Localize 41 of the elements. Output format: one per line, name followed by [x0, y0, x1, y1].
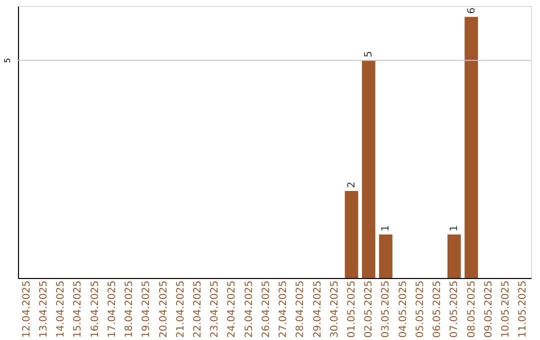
- x-tick-label: 13.04.2025: [38, 280, 50, 338]
- x-tick-label: 25.04.2025: [244, 280, 255, 338]
- bar: [344, 190, 358, 278]
- x-tick-label: 01.05.2025: [346, 280, 358, 338]
- x-tick-label: 04.05.2025: [398, 280, 409, 338]
- x-tick-label: 24.04.2025: [226, 280, 238, 338]
- data-label: 2: [346, 182, 358, 188]
- x-tick-label: 16.04.2025: [90, 280, 101, 338]
- bar: [464, 16, 478, 278]
- data-label: 6: [466, 8, 478, 14]
- x-tick-label: 30.04.2025: [329, 280, 340, 338]
- data-label: 5: [364, 51, 375, 58]
- x-tick-label: 10.05.2025: [500, 280, 512, 338]
- x-tick-label: 05.05.2025: [414, 280, 426, 338]
- ref-line-label: 5: [3, 58, 12, 63]
- x-tick-label: 26.04.2025: [260, 280, 272, 338]
- x-tick-label: 23.04.2025: [210, 280, 221, 338]
- bar: [362, 60, 376, 278]
- x-tick-label: 28.04.2025: [295, 280, 306, 338]
- x-tick-label: 18.04.2025: [124, 280, 136, 338]
- x-tick-label: 27.04.2025: [278, 280, 290, 338]
- x-tick-label: 12.04.2025: [21, 280, 32, 338]
- bar: [447, 234, 461, 278]
- x-tick-label: 22.04.2025: [192, 280, 204, 338]
- x-tick-label: 07.05.2025: [449, 280, 460, 338]
- x-tick-label: 03.05.2025: [380, 280, 392, 338]
- x-tick-label: 20.04.2025: [158, 280, 170, 338]
- x-tick-label: 29.04.2025: [312, 280, 324, 338]
- x-tick-label: 19.04.2025: [141, 280, 152, 338]
- data-label: 1: [380, 225, 392, 232]
- x-tick-label: 14.04.2025: [56, 280, 67, 338]
- x-tick-label: 15.04.2025: [72, 280, 84, 338]
- data-label: 1: [449, 225, 460, 232]
- bar: [379, 234, 392, 278]
- x-tick-label: 08.05.2025: [466, 280, 478, 338]
- x-tick-label: 17.04.2025: [106, 280, 118, 338]
- x-tick-label: 02.05.2025: [364, 280, 375, 338]
- x-tick-label: 21.04.2025: [175, 280, 186, 338]
- x-tick-label: 11.05.2025: [518, 280, 529, 338]
- x-tick-label: 06.05.2025: [432, 280, 444, 338]
- x-tick-label: 09.05.2025: [483, 280, 494, 338]
